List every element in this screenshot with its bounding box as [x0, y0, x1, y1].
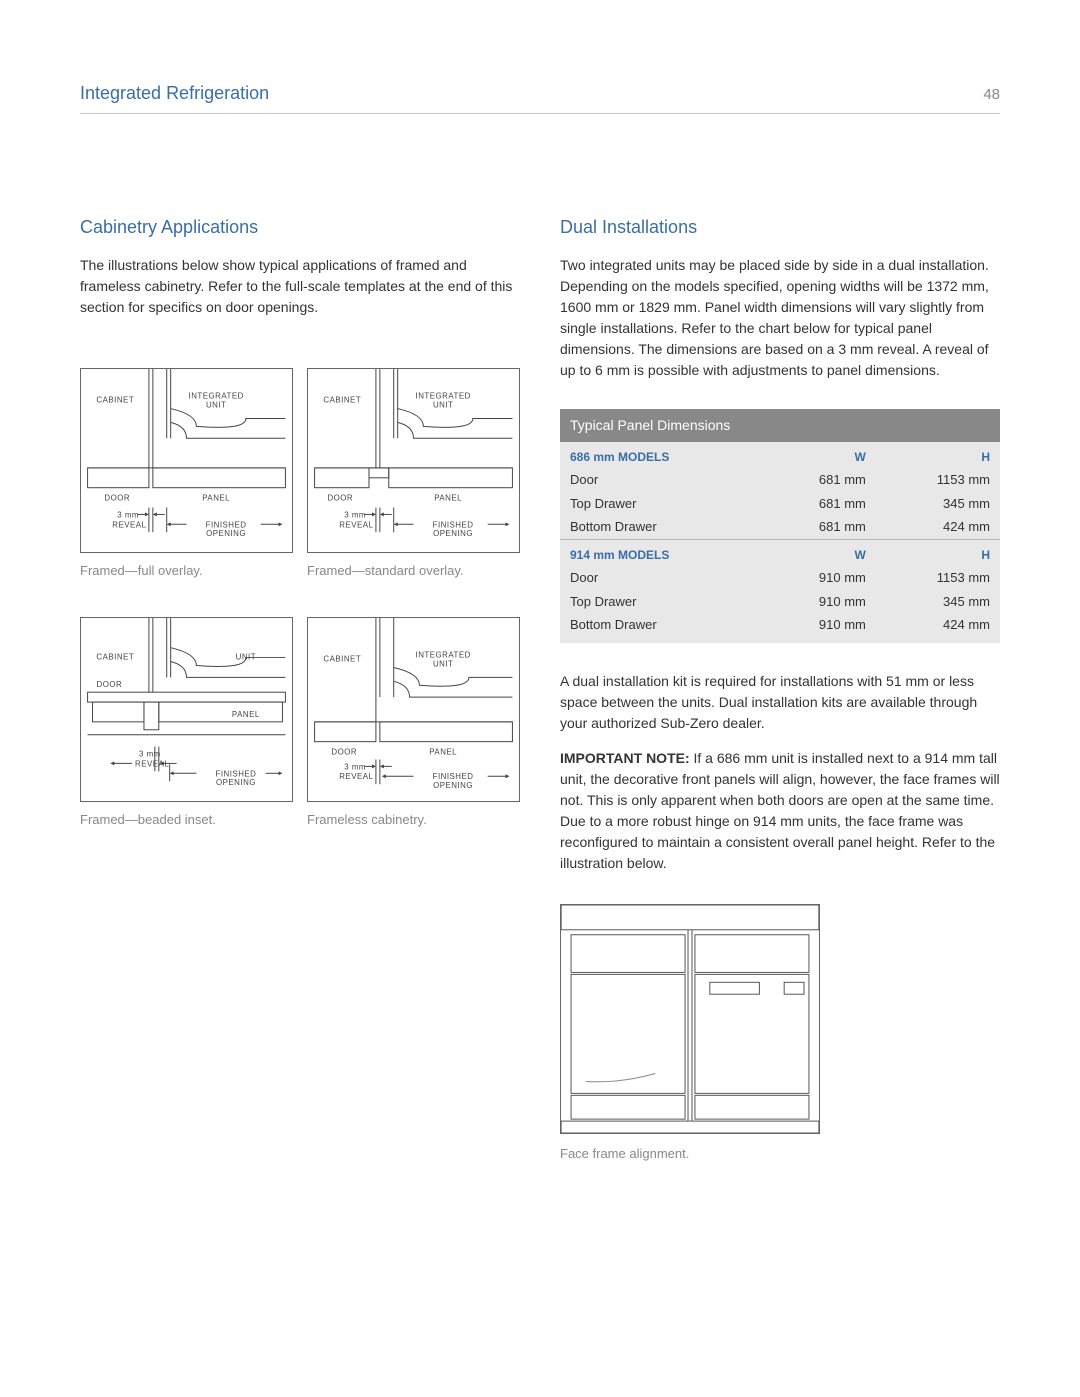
- diagram-grid: CABINET INTEGRATED UNIT DOOR PANEL: [80, 368, 520, 851]
- diagram-3-caption: Framed—beaded inset.: [80, 810, 293, 830]
- diagram-4-box: CABINET INTEGRATED UNIT DOOR PANEL 3: [307, 617, 520, 802]
- svg-text:OPENING: OPENING: [433, 529, 473, 538]
- svg-text:FINISHED: FINISHED: [433, 772, 474, 781]
- dim-table: 686 mm MODELS W H Door681 mm1153 mm Top …: [560, 442, 1000, 643]
- diagram-1-box: CABINET INTEGRATED UNIT DOOR PANEL: [80, 368, 293, 553]
- table-row: Door910 mm1153 mm: [560, 566, 1000, 590]
- content-columns: Cabinetry Applications The illustrations…: [80, 214, 1000, 1163]
- right-column: Dual Installations Two integrated units …: [560, 214, 1000, 1163]
- left-heading: Cabinetry Applications: [80, 214, 520, 241]
- left-para: The illustrations below show typical app…: [80, 255, 520, 318]
- diagram-2-caption: Framed—standard overlay.: [307, 561, 520, 581]
- col-h: H: [876, 442, 1000, 468]
- diagram-4: CABINET INTEGRATED UNIT DOOR PANEL 3: [307, 617, 520, 852]
- svg-text:REVEAL: REVEAL: [112, 520, 146, 529]
- diagram-1-caption: Framed—full overlay.: [80, 561, 293, 581]
- important-note: IMPORTANT NOTE: If a 686 mm unit is inst…: [560, 748, 1000, 874]
- svg-text:DOOR: DOOR: [331, 747, 357, 756]
- svg-text:CABINET: CABINET: [323, 396, 361, 405]
- svg-text:DOOR: DOOR: [104, 494, 130, 503]
- svg-text:DOOR: DOOR: [96, 680, 122, 689]
- svg-text:UNIT: UNIT: [433, 401, 453, 410]
- table-row: Door681 mm1153 mm: [560, 468, 1000, 492]
- left-column: Cabinetry Applications The illustrations…: [80, 214, 520, 1163]
- svg-text:REVEAL: REVEAL: [339, 520, 373, 529]
- svg-text:INTEGRATED: INTEGRATED: [189, 392, 244, 401]
- diagram-3: CABINET UNIT DOOR PANEL: [80, 617, 293, 852]
- diagram-2: CABINET INTEGRATED UNIT DOOR: [307, 368, 520, 603]
- diagram-1: CABINET INTEGRATED UNIT DOOR PANEL: [80, 368, 293, 603]
- svg-text:FINISHED: FINISHED: [433, 520, 474, 529]
- svg-text:INTEGRATED: INTEGRATED: [416, 392, 471, 401]
- face-frame-illustration: [560, 904, 820, 1134]
- right-para2: A dual installation kit is required for …: [560, 671, 1000, 734]
- diagram-4-caption: Frameless cabinetry.: [307, 810, 520, 830]
- svg-text:INTEGRATED: INTEGRATED: [416, 650, 471, 659]
- svg-text:CABINET: CABINET: [96, 396, 134, 405]
- diagram-2-box: CABINET INTEGRATED UNIT DOOR: [307, 368, 520, 553]
- diagram-3-box: CABINET UNIT DOOR PANEL: [80, 617, 293, 802]
- table-row: Top Drawer681 mm345 mm: [560, 492, 1000, 516]
- svg-text:3 mm: 3 mm: [344, 762, 366, 771]
- svg-text:PANEL: PANEL: [429, 747, 457, 756]
- svg-text:3 mm: 3 mm: [344, 510, 366, 519]
- svg-text:OPENING: OPENING: [433, 781, 473, 790]
- svg-text:CABINET: CABINET: [96, 652, 134, 661]
- col-w: W: [762, 442, 876, 468]
- header-title: Integrated Refrigeration: [80, 80, 269, 107]
- svg-text:REVEAL: REVEAL: [339, 772, 373, 781]
- svg-text:PANEL: PANEL: [202, 494, 230, 503]
- panel-dimensions-table: Typical Panel Dimensions 686 mm MODELS W…: [560, 409, 1000, 643]
- note-text: If a 686 mm unit is installed next to a …: [560, 750, 1000, 871]
- right-heading: Dual Installations: [560, 214, 1000, 241]
- svg-text:3 mm: 3 mm: [139, 749, 161, 758]
- page-number: 48: [983, 84, 1000, 107]
- svg-text:OPENING: OPENING: [216, 778, 256, 787]
- table-row: Bottom Drawer910 mm424 mm: [560, 613, 1000, 637]
- illus-caption: Face frame alignment.: [560, 1144, 1000, 1164]
- svg-text:CABINET: CABINET: [323, 654, 361, 663]
- table-row: Bottom Drawer681 mm424 mm: [560, 515, 1000, 539]
- model-914: 914 mm MODELS: [560, 540, 762, 566]
- svg-text:OPENING: OPENING: [206, 529, 246, 538]
- svg-text:FINISHED: FINISHED: [206, 520, 247, 529]
- svg-text:DOOR: DOOR: [327, 494, 353, 503]
- model-686: 686 mm MODELS: [560, 442, 762, 468]
- svg-text:UNIT: UNIT: [206, 401, 226, 410]
- svg-text:PANEL: PANEL: [434, 494, 462, 503]
- note-label: IMPORTANT NOTE:: [560, 750, 690, 766]
- svg-text:UNIT: UNIT: [236, 652, 256, 661]
- right-para1: Two integrated units may be placed side …: [560, 255, 1000, 381]
- svg-text:FINISHED: FINISHED: [216, 769, 257, 778]
- svg-text:UNIT: UNIT: [433, 659, 453, 668]
- table-row: Top Drawer910 mm345 mm: [560, 590, 1000, 614]
- page-header: Integrated Refrigeration 48: [80, 80, 1000, 114]
- svg-text:PANEL: PANEL: [232, 709, 260, 718]
- svg-text:3 mm: 3 mm: [117, 510, 139, 519]
- table-title: Typical Panel Dimensions: [560, 409, 1000, 442]
